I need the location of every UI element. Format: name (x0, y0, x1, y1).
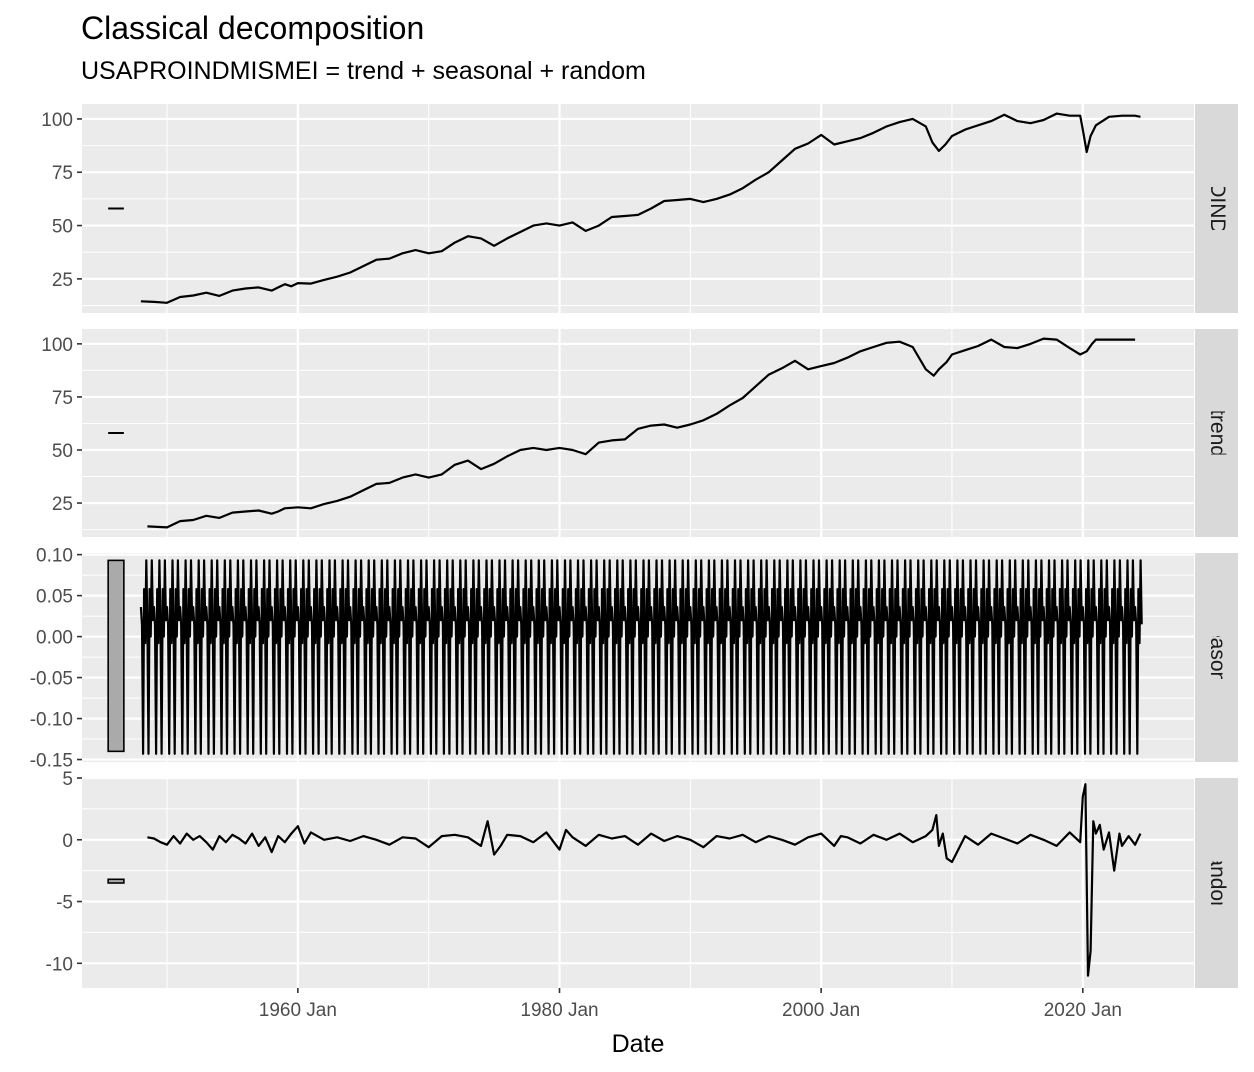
x-axis-title: Date (612, 1030, 665, 1058)
facet-label-seasonal: seasonal (1206, 615, 1229, 699)
panel-random: -10 -5 0 5 random 1960 Jan 1980 Jan 2000 Jan 202… (46, 769, 1238, 1021)
series-line-trend (147, 337, 1136, 529)
series-line-random (147, 783, 1142, 977)
y-tick-label: 0.00 (36, 628, 73, 649)
chart-title: Classical decomposition (81, 10, 425, 46)
y-tick-label: 75 (52, 163, 73, 184)
y-tick-label: 50 (52, 217, 73, 238)
x-tick-label: 2020 Jan (1044, 1000, 1122, 1021)
facet-strip (1195, 778, 1238, 988)
panel-seasonal: -0.15 -0.10 -0.05 0.00 0.05 0.10 seasonal (30, 546, 1238, 772)
x-tick-label: 2000 Jan (782, 1000, 860, 1021)
y-tick-label: 50 (52, 441, 73, 462)
y-tick-label: 75 (52, 388, 73, 409)
y-tick-label: 5 (62, 769, 73, 790)
y-tick-label: -5 (56, 893, 73, 914)
facet-strip (1195, 329, 1238, 537)
facet-label-USAPROINDMISMEI: USAPROINDMISMEI (1206, 109, 1229, 309)
y-tick-label: 0.05 (36, 587, 73, 608)
y-tick-label: -0.10 (30, 710, 73, 731)
chart-subtitle: USAPROINDMISMEI = trend + seasonal + ran… (81, 57, 646, 85)
panel-background (82, 329, 1194, 537)
series-line-seasonal (139, 559, 1143, 755)
y-tick-label: -0.05 (30, 669, 73, 690)
y-tick-label: 25 (52, 270, 73, 291)
panel-trend: 25 50 75 100 trend (41, 329, 1238, 537)
facet-label-trend: trend (1206, 409, 1229, 457)
series-line-USAPROINDMISMEI (140, 112, 1141, 304)
x-tick-label: 1980 Jan (520, 1000, 598, 1021)
facet-strip (1195, 104, 1238, 313)
panel-background (82, 778, 1194, 988)
facet-label-random: random (1206, 847, 1229, 918)
facet-strip (1195, 553, 1238, 762)
panel-USAPROINDMISMEI: 25 50 75 100 USAPROINDMISMEI (41, 104, 1238, 313)
y-tick-label: 100 (41, 335, 73, 356)
x-tick-label: 1960 Jan (259, 1000, 337, 1021)
scale-bar (107, 559, 125, 753)
scale-bar (107, 878, 125, 884)
y-tick-label: -10 (46, 954, 73, 975)
y-tick-label: -0.15 (30, 751, 73, 772)
y-tick-label: 0 (62, 831, 73, 852)
panel-background (82, 104, 1194, 313)
y-tick-label: 0.10 (36, 546, 73, 567)
y-tick-label: 25 (52, 494, 73, 515)
y-tick-label: 100 (41, 110, 73, 131)
